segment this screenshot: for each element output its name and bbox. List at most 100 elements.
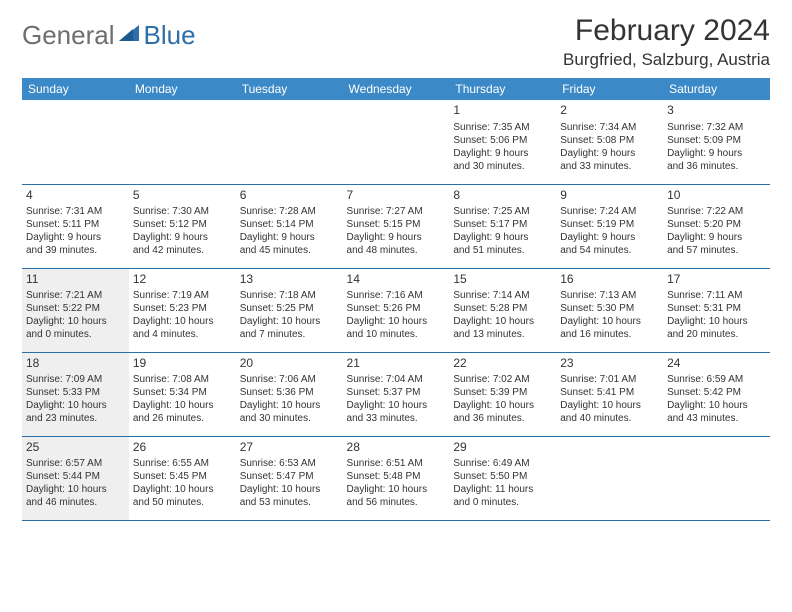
sunrise-line: Sunrise: 7:13 AM <box>560 289 659 302</box>
daylight-line-1: Daylight: 10 hours <box>667 315 766 328</box>
calendar-cell: 13Sunrise: 7:18 AMSunset: 5:25 PMDayligh… <box>236 268 343 352</box>
sunrise-line: Sunrise: 7:27 AM <box>347 205 446 218</box>
calendar-cell: 14Sunrise: 7:16 AMSunset: 5:26 PMDayligh… <box>343 268 450 352</box>
daylight-line-2: and 33 minutes. <box>560 160 659 173</box>
sunrise-line: Sunrise: 7:14 AM <box>453 289 552 302</box>
sunrise-line: Sunrise: 7:06 AM <box>240 373 339 386</box>
daylight-line-1: Daylight: 9 hours <box>26 231 125 244</box>
sunset-line: Sunset: 5:33 PM <box>26 386 125 399</box>
sunrise-line: Sunrise: 7:24 AM <box>560 205 659 218</box>
day-number: 20 <box>240 356 339 372</box>
daylight-line-2: and 50 minutes. <box>133 496 232 509</box>
day-number: 14 <box>347 272 446 288</box>
daylight-line-2: and 40 minutes. <box>560 412 659 425</box>
calendar-cell: 9Sunrise: 7:24 AMSunset: 5:19 PMDaylight… <box>556 184 663 268</box>
daylight-line-1: Daylight: 10 hours <box>667 399 766 412</box>
calendar-cell: 16Sunrise: 7:13 AMSunset: 5:30 PMDayligh… <box>556 268 663 352</box>
sunset-line: Sunset: 5:12 PM <box>133 218 232 231</box>
daylight-line-2: and 23 minutes. <box>26 412 125 425</box>
day-number: 11 <box>26 272 125 288</box>
sunset-line: Sunset: 5:41 PM <box>560 386 659 399</box>
calendar-cell: 12Sunrise: 7:19 AMSunset: 5:23 PMDayligh… <box>129 268 236 352</box>
daylight-line-1: Daylight: 10 hours <box>453 399 552 412</box>
sunset-line: Sunset: 5:22 PM <box>26 302 125 315</box>
sunset-line: Sunset: 5:23 PM <box>133 302 232 315</box>
sunset-line: Sunset: 5:30 PM <box>560 302 659 315</box>
day-number: 29 <box>453 440 552 456</box>
daylight-line-2: and 13 minutes. <box>453 328 552 341</box>
calendar-cell: 10Sunrise: 7:22 AMSunset: 5:20 PMDayligh… <box>663 184 770 268</box>
daylight-line-2: and 4 minutes. <box>133 328 232 341</box>
daylight-line-1: Daylight: 9 hours <box>240 231 339 244</box>
logo-general: General <box>22 20 115 51</box>
sunrise-line: Sunrise: 7:35 AM <box>453 121 552 134</box>
sunrise-line: Sunrise: 7:34 AM <box>560 121 659 134</box>
calendar-cell <box>343 100 450 184</box>
calendar-cell: 5Sunrise: 7:30 AMSunset: 5:12 PMDaylight… <box>129 184 236 268</box>
calendar-cell: 2Sunrise: 7:34 AMSunset: 5:08 PMDaylight… <box>556 100 663 184</box>
daylight-line-1: Daylight: 9 hours <box>347 231 446 244</box>
day-number: 15 <box>453 272 552 288</box>
daylight-line-1: Daylight: 10 hours <box>133 399 232 412</box>
day-number: 5 <box>133 188 232 204</box>
day-number: 16 <box>560 272 659 288</box>
sunrise-line: Sunrise: 7:28 AM <box>240 205 339 218</box>
sunrise-line: Sunrise: 7:31 AM <box>26 205 125 218</box>
daylight-line-2: and 33 minutes. <box>347 412 446 425</box>
daylight-line-1: Daylight: 10 hours <box>26 483 125 496</box>
daylight-line-1: Daylight: 10 hours <box>240 315 339 328</box>
daylight-line-2: and 53 minutes. <box>240 496 339 509</box>
sunset-line: Sunset: 5:26 PM <box>347 302 446 315</box>
day-number: 17 <box>667 272 766 288</box>
day-number: 10 <box>667 188 766 204</box>
calendar-cell: 29Sunrise: 6:49 AMSunset: 5:50 PMDayligh… <box>449 436 556 520</box>
daylight-line-1: Daylight: 10 hours <box>453 315 552 328</box>
calendar-cell: 17Sunrise: 7:11 AMSunset: 5:31 PMDayligh… <box>663 268 770 352</box>
sunset-line: Sunset: 5:44 PM <box>26 470 125 483</box>
day-number: 4 <box>26 188 125 204</box>
sunset-line: Sunset: 5:36 PM <box>240 386 339 399</box>
sunrise-line: Sunrise: 7:02 AM <box>453 373 552 386</box>
day-header: Wednesday <box>343 78 450 100</box>
sunset-line: Sunset: 5:39 PM <box>453 386 552 399</box>
calendar-cell <box>236 100 343 184</box>
calendar-cell <box>22 100 129 184</box>
daylight-line-1: Daylight: 10 hours <box>133 315 232 328</box>
day-number: 18 <box>26 356 125 372</box>
daylight-line-2: and 45 minutes. <box>240 244 339 257</box>
daylight-line-2: and 20 minutes. <box>667 328 766 341</box>
sunset-line: Sunset: 5:11 PM <box>26 218 125 231</box>
day-number: 22 <box>453 356 552 372</box>
day-number: 26 <box>133 440 232 456</box>
sunrise-line: Sunrise: 6:59 AM <box>667 373 766 386</box>
daylight-line-2: and 54 minutes. <box>560 244 659 257</box>
sunrise-line: Sunrise: 6:49 AM <box>453 457 552 470</box>
calendar-cell: 6Sunrise: 7:28 AMSunset: 5:14 PMDaylight… <box>236 184 343 268</box>
sunset-line: Sunset: 5:19 PM <box>560 218 659 231</box>
sunset-line: Sunset: 5:47 PM <box>240 470 339 483</box>
daylight-line-1: Daylight: 11 hours <box>453 483 552 496</box>
title-block: February 2024 Burgfried, Salzburg, Austr… <box>563 14 770 70</box>
daylight-line-2: and 0 minutes. <box>453 496 552 509</box>
calendar-cell: 19Sunrise: 7:08 AMSunset: 5:34 PMDayligh… <box>129 352 236 436</box>
calendar-cell: 7Sunrise: 7:27 AMSunset: 5:15 PMDaylight… <box>343 184 450 268</box>
daylight-line-2: and 39 minutes. <box>26 244 125 257</box>
sunset-line: Sunset: 5:50 PM <box>453 470 552 483</box>
sunrise-line: Sunrise: 7:01 AM <box>560 373 659 386</box>
sunset-line: Sunset: 5:31 PM <box>667 302 766 315</box>
daylight-line-2: and 48 minutes. <box>347 244 446 257</box>
day-number: 25 <box>26 440 125 456</box>
calendar-cell: 23Sunrise: 7:01 AMSunset: 5:41 PMDayligh… <box>556 352 663 436</box>
sunrise-line: Sunrise: 7:11 AM <box>667 289 766 302</box>
calendar-cell <box>663 436 770 520</box>
daylight-line-2: and 30 minutes. <box>240 412 339 425</box>
daylight-line-2: and 42 minutes. <box>133 244 232 257</box>
calendar-cell: 28Sunrise: 6:51 AMSunset: 5:48 PMDayligh… <box>343 436 450 520</box>
day-number: 2 <box>560 103 659 119</box>
calendar-cell: 11Sunrise: 7:21 AMSunset: 5:22 PMDayligh… <box>22 268 129 352</box>
calendar-cell: 3Sunrise: 7:32 AMSunset: 5:09 PMDaylight… <box>663 100 770 184</box>
daylight-line-1: Daylight: 10 hours <box>347 483 446 496</box>
daylight-line-1: Daylight: 10 hours <box>26 399 125 412</box>
sunrise-line: Sunrise: 7:22 AM <box>667 205 766 218</box>
day-number: 21 <box>347 356 446 372</box>
